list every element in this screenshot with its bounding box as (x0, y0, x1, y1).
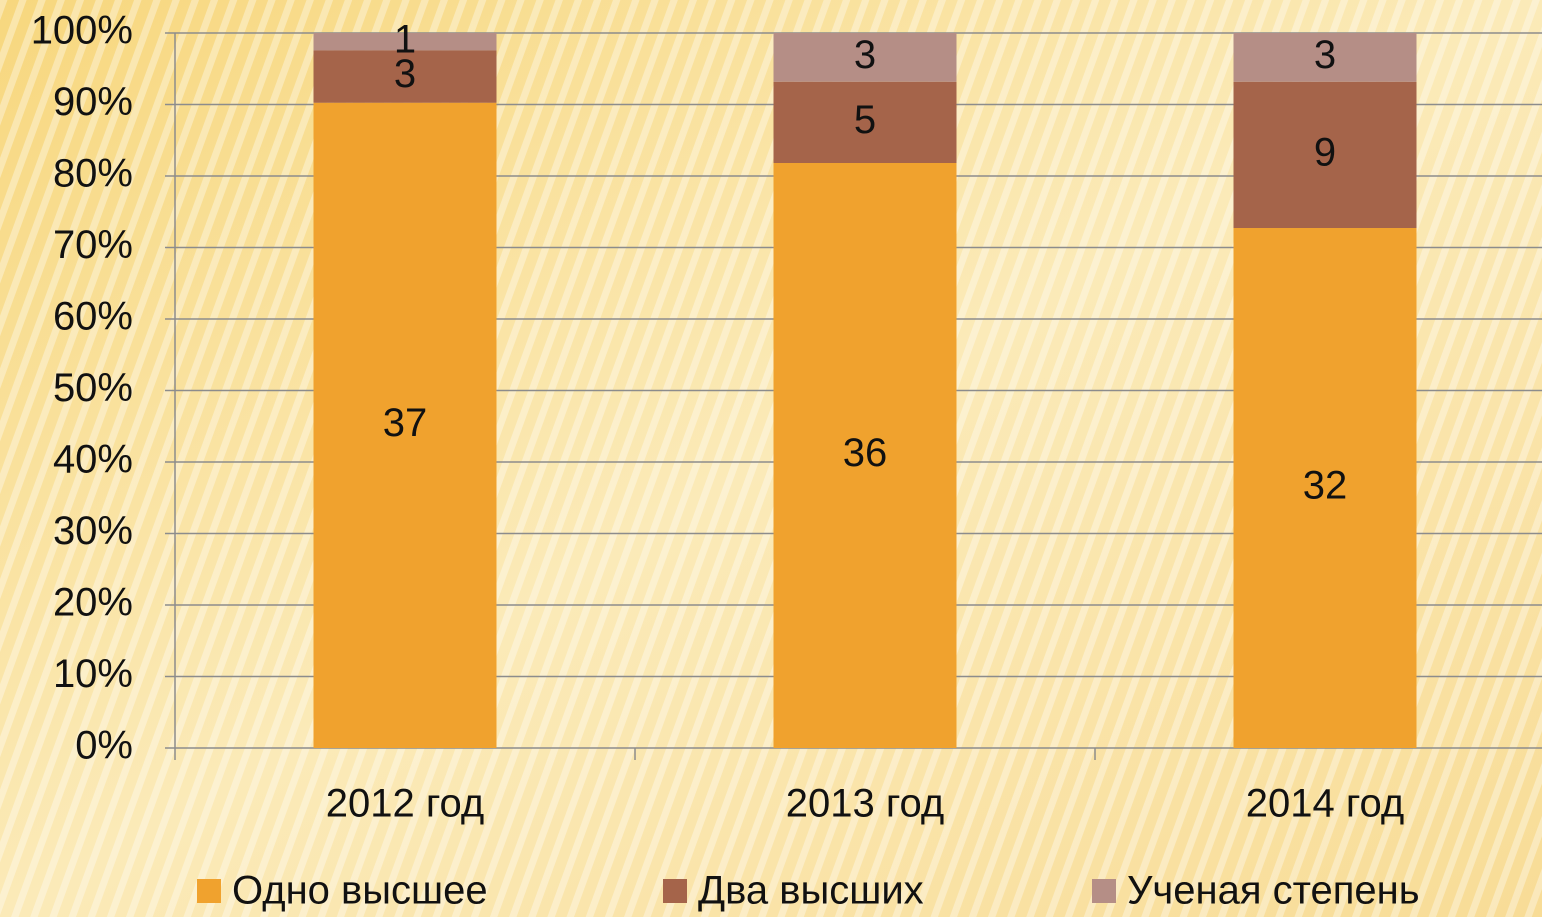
bar-segment (773, 163, 957, 748)
y-tick-label: 40% (53, 438, 133, 482)
y-tick-label: 70% (53, 223, 133, 267)
legend-label: Ученая степень (1127, 869, 1420, 913)
data-label: 37 (383, 401, 428, 445)
data-label: 32 (1303, 464, 1348, 508)
bar-segment (1233, 33, 1417, 82)
data-label: 5 (854, 98, 876, 142)
legend-swatch (663, 879, 687, 903)
y-tick-label: 80% (53, 152, 133, 196)
legend-swatch (1092, 879, 1116, 903)
y-tick-label: 20% (53, 581, 133, 625)
bar-segment (773, 33, 957, 82)
x-tick-label: 2013 год (786, 782, 945, 826)
y-tick-label: 10% (53, 652, 133, 696)
y-tick-label: 60% (53, 295, 133, 339)
bar-segment (313, 50, 497, 103)
x-tick-label: 2012 год (326, 782, 485, 826)
y-tick-label: 90% (53, 80, 133, 124)
data-label: 9 (1314, 130, 1336, 174)
bar-segment (773, 81, 957, 163)
bar-segment (313, 33, 497, 51)
bar-segment (1233, 228, 1417, 748)
data-label: 1 (394, 17, 416, 61)
y-tick-label: 30% (53, 509, 133, 553)
legend-label: Два высших (698, 869, 924, 913)
y-tick-label: 50% (53, 366, 133, 410)
y-tick-label: 100% (31, 9, 133, 53)
y-tick-label: 0% (75, 724, 133, 768)
legend-label: Одно высшее (232, 869, 488, 913)
data-label: 3 (854, 33, 876, 77)
bar-segment (1233, 81, 1417, 228)
data-label: 36 (843, 431, 888, 475)
legend-swatch (197, 879, 221, 903)
data-label: 3 (1314, 33, 1336, 77)
data-label: 3 (394, 52, 416, 96)
x-tick-label: 2014 год (1246, 782, 1405, 826)
bar-segment (313, 102, 497, 748)
